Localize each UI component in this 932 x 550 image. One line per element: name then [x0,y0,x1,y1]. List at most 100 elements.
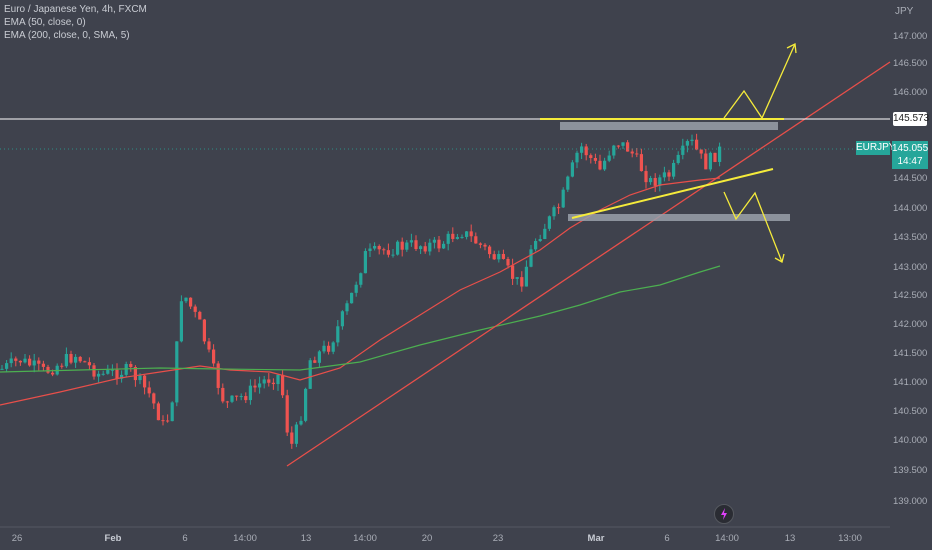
candle [198,311,202,320]
candle [566,176,570,190]
candle [446,233,450,244]
candle [179,301,183,342]
candle [221,387,225,402]
time-tick: 6 [664,533,670,544]
candle [391,254,395,256]
candle [455,237,459,239]
candle [37,360,41,364]
ema50-legend: EMA (50, close, 0) [4,17,86,28]
candle [488,246,492,255]
candle [336,326,340,343]
ema50-line [0,177,721,406]
candle [285,395,289,433]
candle [511,265,515,279]
candle [580,146,584,153]
candle [253,385,257,388]
time-tick: 14:00 [715,533,739,544]
candle [262,379,266,384]
price-tick: 142.500 [893,290,928,301]
candle [460,236,464,238]
candle [708,152,712,170]
price-tick: 147.000 [893,31,928,42]
candle [143,375,147,388]
candle [676,154,680,163]
candle [308,360,312,389]
time-tick: 23 [492,533,504,544]
candle [644,171,648,183]
price-tick: 146.500 [893,58,928,69]
candle [276,374,280,385]
candle [667,172,671,177]
candle [225,401,229,403]
time-tick: 13 [300,533,312,544]
candle [589,155,593,159]
candle [327,345,331,352]
price-tick: 139.500 [893,465,928,476]
candle [520,277,524,287]
candle [699,149,703,154]
bearish-arrowhead [774,253,785,263]
candle [363,251,367,274]
ema200-legend: EMA (200, close, 0, SMA, 5) [4,30,130,41]
candle [281,374,285,396]
candle [419,246,423,250]
candle [290,432,294,444]
candle [630,151,634,154]
time-tick: 14:00 [233,533,257,544]
price-tick: 143.500 [893,232,928,243]
time-tick: 20 [421,533,433,544]
candle [653,177,657,186]
time-tick: 13 [784,533,796,544]
candle [51,372,55,375]
candle [212,349,216,364]
candle [373,246,377,249]
candle [442,243,446,249]
candle [156,403,160,421]
candle [235,395,239,397]
lightning-icon[interactable] [714,504,734,524]
candle [377,246,381,250]
candle [23,358,27,363]
candle [478,243,482,245]
candle [400,241,404,250]
candle [60,365,64,367]
price-tick: 140.000 [893,435,928,446]
candle [133,367,137,381]
candle [0,368,4,370]
candle [451,233,455,239]
candle [345,303,349,312]
time-tick: 6 [182,533,188,544]
candle [598,160,602,170]
candle [28,358,32,366]
candle [267,379,271,383]
price-tick: 141.000 [893,377,928,388]
candle [313,360,317,363]
candle [534,240,538,250]
candle [354,284,358,293]
candle [5,363,9,369]
candle [46,366,50,373]
price-tick: 143.000 [893,262,928,273]
rising-support-annotation [571,168,774,219]
bar-countdown: 14:47 [897,156,923,167]
bullish-arrowhead [786,43,797,54]
price-tag: 145.055 14:47 [892,141,928,169]
support-zone [568,214,790,221]
candle [331,342,335,352]
candle [106,370,110,374]
candle [120,374,124,379]
candle [405,242,409,250]
candle [529,249,533,267]
candle [18,360,22,363]
candle [166,420,170,422]
time-tick: 26 [11,533,23,544]
candle [129,363,133,368]
candle [437,239,441,249]
price-tick: 139.000 [893,496,928,507]
candle [184,297,188,302]
candle [101,373,105,375]
candle [382,249,386,251]
price-tick: 146.000 [893,87,928,98]
candle [69,353,73,363]
